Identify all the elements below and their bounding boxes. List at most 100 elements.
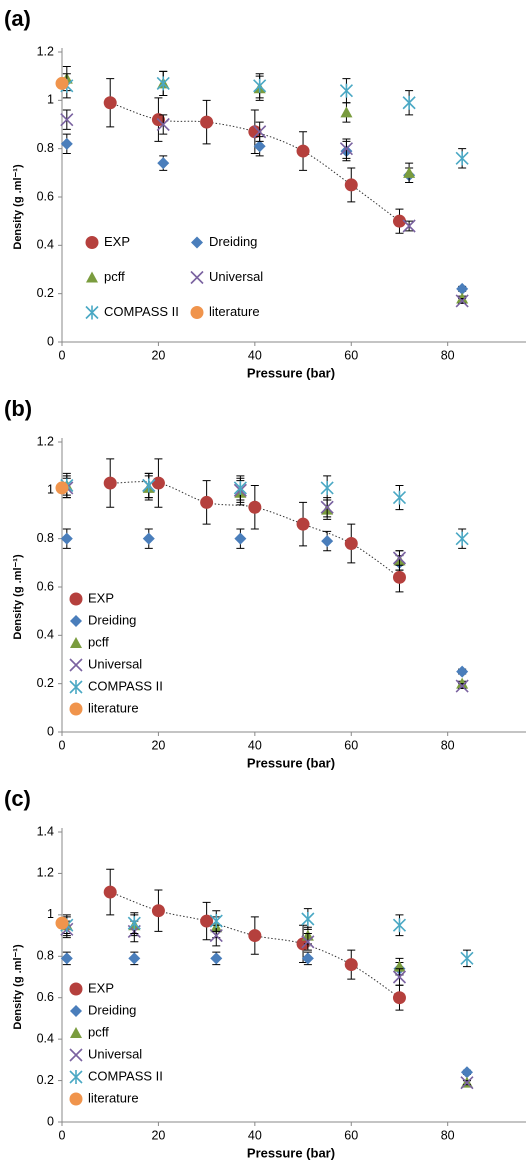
x-tick-label: 40 — [248, 348, 262, 362]
point — [392, 570, 406, 584]
legend-marker-part — [69, 1048, 83, 1062]
point — [142, 532, 155, 545]
point-part — [460, 1066, 473, 1079]
chart: (a) 0 0.2 0.4 0.6 0.8 1 1.2 0 20 40 60 80 Pressure (b… — [4, 6, 526, 380]
legend-marker — [69, 982, 83, 996]
point — [128, 952, 141, 965]
point — [455, 151, 469, 166]
x-tick-label: 80 — [441, 1128, 455, 1142]
point — [200, 495, 214, 509]
point-part — [455, 679, 469, 693]
point — [103, 885, 117, 899]
point-part — [392, 991, 406, 1005]
point-part — [60, 532, 73, 545]
point-part — [142, 532, 155, 545]
point-part — [234, 532, 247, 545]
y-tick-label: 0 — [47, 334, 54, 348]
legend-marker-part — [70, 1027, 82, 1038]
legend-marker-part — [85, 236, 99, 249]
legend-label: pcff — [104, 269, 125, 284]
point — [320, 480, 334, 495]
y-tick-label: 0.8 — [37, 141, 54, 155]
point — [460, 1066, 473, 1079]
point-part — [128, 952, 141, 965]
legend-marker-part — [86, 271, 98, 283]
point — [301, 912, 315, 926]
y-tick-label: 1 — [47, 483, 54, 497]
point-part — [392, 214, 406, 228]
point — [253, 140, 266, 153]
y-tick-label: 0.2 — [37, 1073, 54, 1087]
point — [156, 117, 170, 132]
legend-marker — [86, 271, 98, 283]
legend-marker — [85, 305, 99, 320]
legend-marker — [69, 680, 83, 694]
point — [156, 76, 170, 91]
point — [151, 904, 165, 918]
point-part — [456, 282, 469, 295]
point — [296, 517, 310, 531]
legend-marker-part — [69, 658, 83, 672]
point-part — [103, 476, 117, 490]
legend-marker — [70, 637, 82, 648]
legend-marker-part — [69, 1092, 83, 1106]
chart: (c) 0 0.2 0.4 0.6 0.8 1 1.2 1.4 0 20 40 60 80 Pressure… — [4, 786, 526, 1160]
y-tick-label: 0.8 — [37, 949, 54, 963]
point-part — [200, 914, 214, 928]
y-tick-label: 0.4 — [37, 628, 54, 642]
point — [55, 76, 69, 90]
point-part — [151, 904, 165, 918]
point-part — [253, 125, 267, 139]
x-tick-label: 20 — [151, 738, 165, 752]
legend-marker-part — [69, 592, 83, 606]
legend-label: Universal — [88, 1046, 142, 1061]
x-axis-title: Pressure (bar) — [247, 755, 335, 770]
point-part — [460, 1076, 474, 1090]
point-part — [392, 970, 407, 984]
point — [456, 282, 469, 295]
point — [301, 952, 314, 965]
point-part — [60, 113, 74, 127]
point — [210, 952, 223, 965]
y-tick-label: 0.2 — [37, 676, 54, 690]
y-tick-label: 0.2 — [37, 286, 54, 300]
y-tick-label: 0.6 — [37, 579, 54, 593]
x-tick-label: 0 — [59, 738, 66, 752]
point — [402, 95, 416, 110]
y-axis-title: Density (g .ml⁻¹) — [12, 554, 24, 640]
point — [321, 535, 334, 548]
legend-marker — [85, 236, 99, 249]
point — [392, 970, 407, 984]
point — [55, 481, 69, 495]
point-part — [455, 294, 469, 308]
y-tick-label: 0.6 — [37, 990, 54, 1004]
x-tick-label: 80 — [441, 738, 455, 752]
point-part — [200, 495, 214, 509]
point — [392, 214, 406, 228]
point — [60, 952, 73, 965]
point-part — [248, 125, 262, 139]
x-tick-label: 60 — [344, 1128, 358, 1142]
point — [248, 125, 262, 139]
point — [103, 476, 117, 490]
point — [233, 480, 247, 495]
point — [340, 106, 353, 118]
point-part — [392, 551, 407, 565]
y-tick-label: 0 — [47, 724, 54, 738]
legend-label: COMPASS II — [88, 1068, 163, 1083]
point — [60, 113, 74, 127]
point-part — [200, 115, 214, 129]
point — [248, 500, 262, 514]
legend-label: pcff — [88, 1024, 109, 1039]
point-part — [151, 476, 165, 490]
y-tick-label: 1.4 — [37, 824, 54, 838]
y-tick-label: 1.2 — [37, 866, 54, 880]
x-tick-label: 80 — [441, 348, 455, 362]
point — [455, 531, 469, 546]
point-part — [344, 537, 358, 550]
legend-marker — [191, 236, 203, 249]
y-tick-label: 0.8 — [37, 531, 54, 545]
point-part — [296, 144, 310, 158]
point-part — [103, 96, 117, 110]
